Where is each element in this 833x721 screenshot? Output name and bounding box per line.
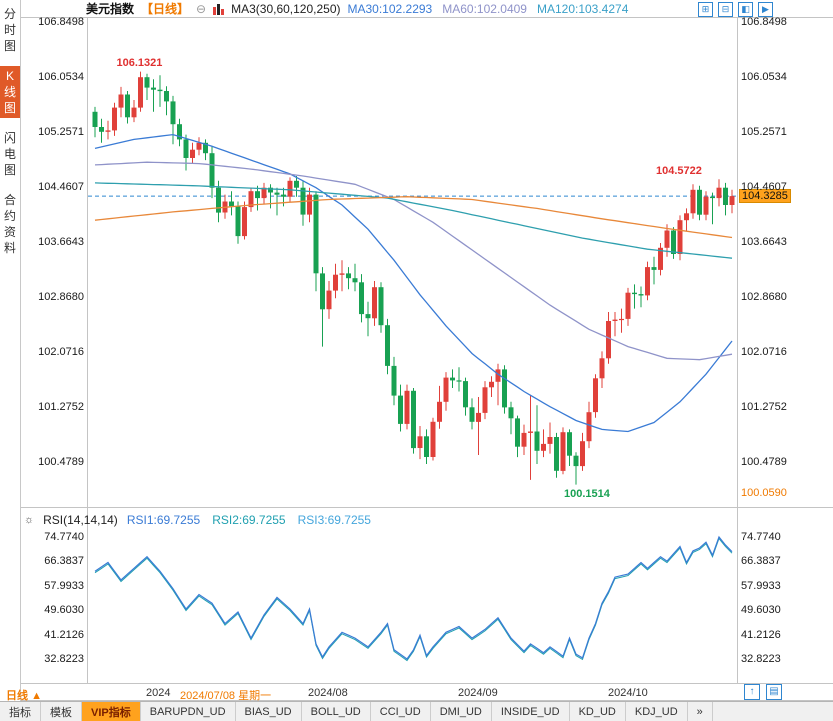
pane-bottom-value: 100.0590	[741, 487, 787, 499]
price-axis-label: 100.4789	[38, 455, 84, 468]
toolbar-tab-9[interactable]: INSIDE_UD	[492, 702, 570, 721]
date-axis-label: 2024	[146, 687, 171, 699]
chart-type-sidebar: 分时图 K线图闪电图合约资料	[0, 0, 21, 701]
price-axis-label: 104.4607	[38, 180, 84, 193]
panel-list-icon[interactable]: ▤	[766, 684, 782, 700]
toolbar-tab-10[interactable]: KD_UD	[570, 702, 626, 721]
toolbar-tab-5[interactable]: BIAS_UD	[236, 702, 302, 721]
frame	[0, 17, 833, 701]
sidebar-item-1[interactable]: 分时图	[3, 7, 16, 53]
chart-legend-bar: 美元指数 【日线】 ⊖ MA3(30,60,120,250) MA30:102.2…	[86, 0, 638, 17]
high-price-annotation: 106.1321	[116, 56, 163, 69]
scroll-top-icon[interactable]: ↑	[744, 684, 760, 700]
date-axis-label: 2024/10	[608, 687, 648, 699]
rsi-params-label: RSI(14,14,14)	[43, 513, 118, 527]
price-axis-label: 49.6030	[741, 604, 781, 617]
rsi-value-label: RSI2:69.7255	[212, 513, 286, 527]
price-axis-label: 105.2571	[741, 125, 787, 138]
ma-values: MA30:102.2293 MA60:102.0409 MA120:103.4274	[348, 2, 639, 16]
price-axis-label: 41.2126	[44, 628, 84, 641]
ma-group-label: MA3(30,60,120,250)	[231, 1, 341, 16]
price-axis-label: 41.2126	[741, 628, 781, 641]
ma-value-label: MA120:103.4274	[536, 1, 629, 16]
sidebar-item-2[interactable]: K线图	[0, 66, 20, 118]
last-price-badge: 104.3285	[739, 189, 791, 204]
price-axis-label: 104.4607	[741, 180, 787, 193]
ma-line-MA250	[94, 196, 733, 239]
rsi-value-label: RSI3:69.7255	[297, 513, 371, 527]
toolbar-tab-1[interactable]: 指标	[0, 702, 41, 721]
ma-line-MA60	[94, 161, 733, 361]
date-axis-label: 2024/07/08 星期一	[180, 690, 272, 702]
toolbar-tab-12[interactable]: »	[688, 702, 713, 721]
price-axis-label: 102.8680	[38, 290, 84, 303]
price-axis-label: 57.9933	[741, 579, 781, 592]
price-axis-label: 49.6030	[44, 604, 84, 617]
recent-high-annotation: 104.5722	[656, 165, 702, 178]
rsi-line-secondary	[94, 537, 733, 662]
price-axis-label: 32.8223	[741, 652, 781, 665]
price-axis-label: 106.8498	[741, 16, 787, 28]
toolbar-tab-11[interactable]: KDJ_UD	[626, 702, 688, 721]
period-selector[interactable]: 日线 ▲	[6, 687, 42, 703]
toolbar-tab-4[interactable]: BARUPDN_UD	[141, 702, 236, 721]
rsi-value-label: RSI1:69.7255	[126, 513, 201, 527]
footer-icons-group: ↑ ▤	[744, 684, 782, 700]
price-axis-label: 105.2571	[38, 125, 84, 138]
rsi-values: RSI1:69.7255 RSI2:69.7255 RSI3:69.7255	[127, 513, 383, 527]
toolbar-tab-7[interactable]: CCI_UD	[371, 702, 431, 721]
price-axis-label: 101.2752	[38, 400, 84, 413]
collapse-pane-icon[interactable]: ⊖	[196, 1, 207, 16]
layout-icons-group: ⊞ ⊟ ◧ ▶	[698, 2, 773, 17]
period-selector-label: 日线	[6, 690, 28, 702]
sidebar-item-3[interactable]: 闪电图	[3, 131, 16, 177]
date-axis-label: 2024/08	[308, 687, 348, 699]
price-axis-label: 102.8680	[741, 290, 787, 303]
rsi-legend-bar: ☼ RSI(14,14,14) RSI1:69.7255 RSI2:69.7255…	[24, 513, 383, 527]
price-axis-label: 103.6643	[741, 235, 787, 248]
price-axis-label: 106.0534	[741, 70, 787, 83]
price-axis-label: 106.0534	[38, 70, 84, 83]
price-axis-label: 66.3837	[741, 555, 781, 568]
symbol-title: 美元指数	[86, 2, 135, 16]
rsi-line-main	[94, 535, 733, 660]
toolbar-tab-8[interactable]: DMI_UD	[431, 702, 492, 721]
sidebar-item-4[interactable]: 合约资料	[3, 193, 16, 255]
indicator-settings-icon[interactable]: ☼	[24, 514, 35, 526]
toolbar-tab-3[interactable]: VIP指标	[82, 702, 141, 721]
period-tag[interactable]: 【日线】	[141, 2, 190, 16]
price-axis-label: 102.0716	[38, 345, 84, 358]
price-axis-label: 101.2752	[741, 400, 787, 413]
ma-line-MA120	[94, 182, 733, 259]
ma-line-MA30	[94, 133, 733, 433]
rsi-pane[interactable]	[88, 508, 737, 683]
ma-value-label: MA60:102.0409	[442, 1, 527, 16]
price-axis-label: 102.0716	[741, 345, 787, 358]
price-axis-label: 100.4789	[741, 455, 787, 468]
ma-value-label: MA30:102.2293	[347, 1, 433, 16]
layout-next-icon[interactable]: ▶	[758, 2, 773, 17]
price-axis-label: 74.7740	[741, 531, 781, 543]
candlesticks	[92, 71, 735, 485]
price-axis-label: 66.3837	[44, 555, 84, 568]
layout-split-icon[interactable]: ◧	[738, 2, 753, 17]
layout-grid-icon[interactable]: ⊞	[698, 2, 713, 17]
layout-single-icon[interactable]: ⊟	[718, 2, 733, 17]
date-axis-label: 2024/09	[458, 687, 498, 699]
price-axis-label: 106.8498	[38, 16, 84, 28]
toolbar-tab-6[interactable]: BOLL_UD	[302, 702, 371, 721]
toolbar-tab-2[interactable]: 模板	[41, 702, 82, 721]
price-axis-label: 32.8223	[44, 652, 84, 665]
low-price-annotation: 100.1514	[564, 487, 610, 500]
price-axis-label: 74.7740	[44, 531, 84, 543]
main-chart-pane[interactable]	[88, 18, 737, 507]
indicator-toolbar: 指标 模板 VIP指标 BARUPDN_UD BIAS_UD BOLL_UD CCI_UD D…	[0, 701, 833, 721]
candlestick-mini-icon	[213, 3, 225, 15]
price-axis-label: 103.6643	[38, 235, 84, 248]
price-axis-label: 57.9933	[44, 579, 84, 592]
chevron-up-icon: ▲	[31, 690, 42, 702]
